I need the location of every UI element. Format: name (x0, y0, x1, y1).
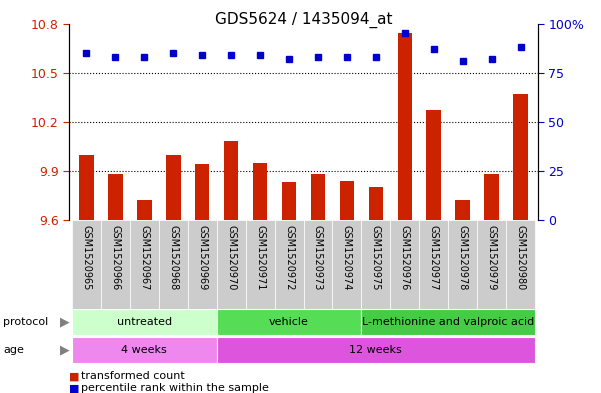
Bar (282, 182, 296, 220)
Text: GSM1520966: GSM1520966 (111, 224, 120, 290)
Text: GSM1520969: GSM1520969 (197, 224, 207, 290)
Bar (217, 309, 361, 336)
Text: GSM1520968: GSM1520968 (168, 224, 178, 290)
Bar (101, 220, 130, 309)
Bar (72, 336, 217, 363)
Bar (361, 220, 390, 309)
Bar (159, 220, 188, 309)
Bar (72, 309, 217, 336)
Bar (246, 220, 275, 309)
Bar (390, 220, 419, 309)
Bar (332, 220, 361, 309)
Bar (397, 33, 412, 220)
Bar (217, 336, 535, 363)
Text: GSM1520975: GSM1520975 (371, 224, 381, 290)
Text: GSM1520970: GSM1520970 (226, 224, 236, 290)
Bar (275, 220, 304, 309)
Bar (513, 94, 528, 220)
Bar (224, 141, 239, 220)
Text: vehicle: vehicle (269, 317, 309, 327)
Text: GSM1520972: GSM1520972 (284, 224, 294, 290)
Text: GSM1520967: GSM1520967 (139, 224, 150, 290)
Bar (166, 154, 180, 220)
Bar (340, 181, 354, 220)
Bar (368, 187, 383, 220)
Text: GSM1520973: GSM1520973 (313, 224, 323, 290)
Bar (130, 220, 159, 309)
Text: untreated: untreated (117, 317, 172, 327)
Bar (253, 163, 267, 220)
Text: GSM1520977: GSM1520977 (429, 224, 439, 290)
Text: L-methionine and valproic acid: L-methionine and valproic acid (362, 317, 534, 327)
Bar (419, 220, 448, 309)
Bar (304, 220, 332, 309)
Bar (311, 174, 325, 220)
Bar (108, 174, 123, 220)
Bar (79, 154, 94, 220)
Text: GSM1520974: GSM1520974 (342, 224, 352, 290)
Bar (456, 200, 470, 220)
Bar (506, 220, 535, 309)
Text: 4 weeks: 4 weeks (121, 345, 167, 355)
Bar (72, 220, 101, 309)
Text: ▶: ▶ (60, 316, 70, 329)
Bar (484, 174, 499, 220)
Bar (427, 110, 441, 220)
Bar (195, 164, 210, 220)
Text: age: age (3, 345, 24, 355)
Bar (448, 220, 477, 309)
Text: GSM1520976: GSM1520976 (400, 224, 410, 290)
Text: transformed count: transformed count (81, 371, 185, 382)
Bar (137, 200, 151, 220)
Text: GSM1520965: GSM1520965 (82, 224, 91, 290)
Text: ▶: ▶ (60, 343, 70, 356)
Text: GDS5624 / 1435094_at: GDS5624 / 1435094_at (215, 12, 392, 28)
Bar (188, 220, 217, 309)
Text: GSM1520971: GSM1520971 (255, 224, 265, 290)
Text: protocol: protocol (3, 317, 48, 327)
Bar (217, 220, 246, 309)
Text: ■: ■ (69, 383, 79, 393)
Text: GSM1520978: GSM1520978 (457, 224, 468, 290)
Text: ■: ■ (69, 371, 79, 382)
Bar (477, 220, 506, 309)
Text: 12 weeks: 12 weeks (349, 345, 402, 355)
Bar (361, 309, 535, 336)
Text: GSM1520980: GSM1520980 (516, 224, 525, 290)
Text: percentile rank within the sample: percentile rank within the sample (81, 383, 269, 393)
Text: GSM1520979: GSM1520979 (487, 224, 496, 290)
